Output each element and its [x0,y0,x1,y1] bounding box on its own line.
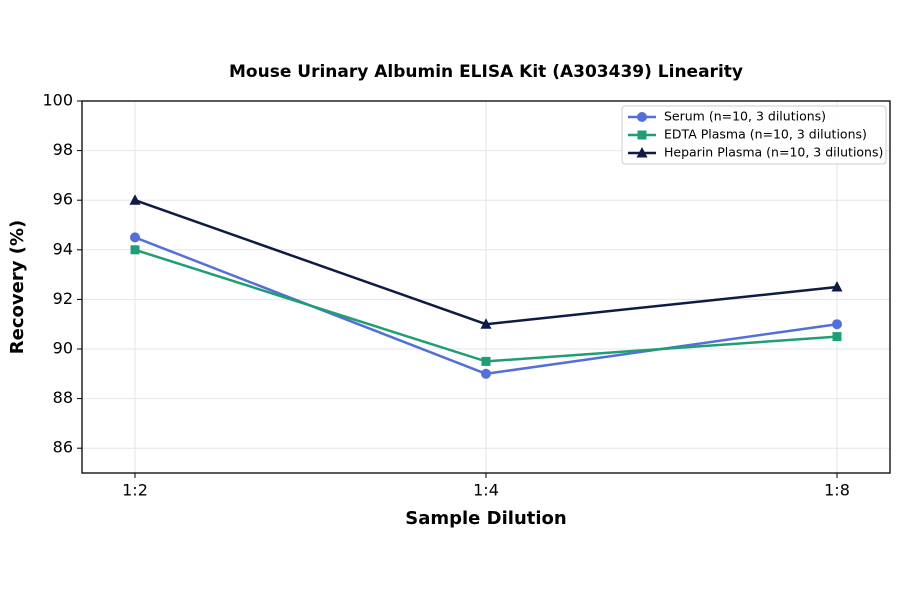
marker [831,281,843,292]
marker [481,356,491,366]
legend: Serum (n=10, 3 dilutions) EDTA Plasma (n=… [621,105,887,165]
marker [637,130,647,140]
chart-title: Mouse Urinary Albumin ELISA Kit (A303439… [229,62,743,82]
x-tick-label: 1:4 [473,481,499,500]
x-tick-label: 1:8 [824,481,850,500]
y-tick-label: 92 [53,289,73,308]
legend-label: Serum (n=10, 3 dilutions) [664,109,826,124]
plot-frame [81,100,891,474]
marker [481,368,491,379]
x-tick-label: 1:2 [122,481,148,500]
marker [637,112,647,122]
legend-label: EDTA Plasma (n=10, 3 dilutions) [664,127,867,142]
legend-frame [621,105,887,165]
y-axis-label: Recovery (%) [7,220,28,354]
marker [480,318,492,329]
y-tick-label: 94 [53,239,73,258]
y-tick-label: 96 [53,190,73,209]
marker [832,332,842,342]
y-tick-label: 98 [53,140,73,159]
marker [130,232,140,243]
marker [129,194,141,205]
marker [130,245,140,255]
legend-label: Heparin Plasma (n=10, 3 dilutions) [664,145,883,160]
marker [636,147,648,158]
marker [832,319,842,330]
y-tick-label: 100 [42,91,73,110]
y-tick-label: 90 [53,339,73,358]
y-tick-label: 88 [53,388,73,407]
x-axis-label: Sample Dilution [405,508,566,529]
y-tick-label: 86 [53,438,73,457]
